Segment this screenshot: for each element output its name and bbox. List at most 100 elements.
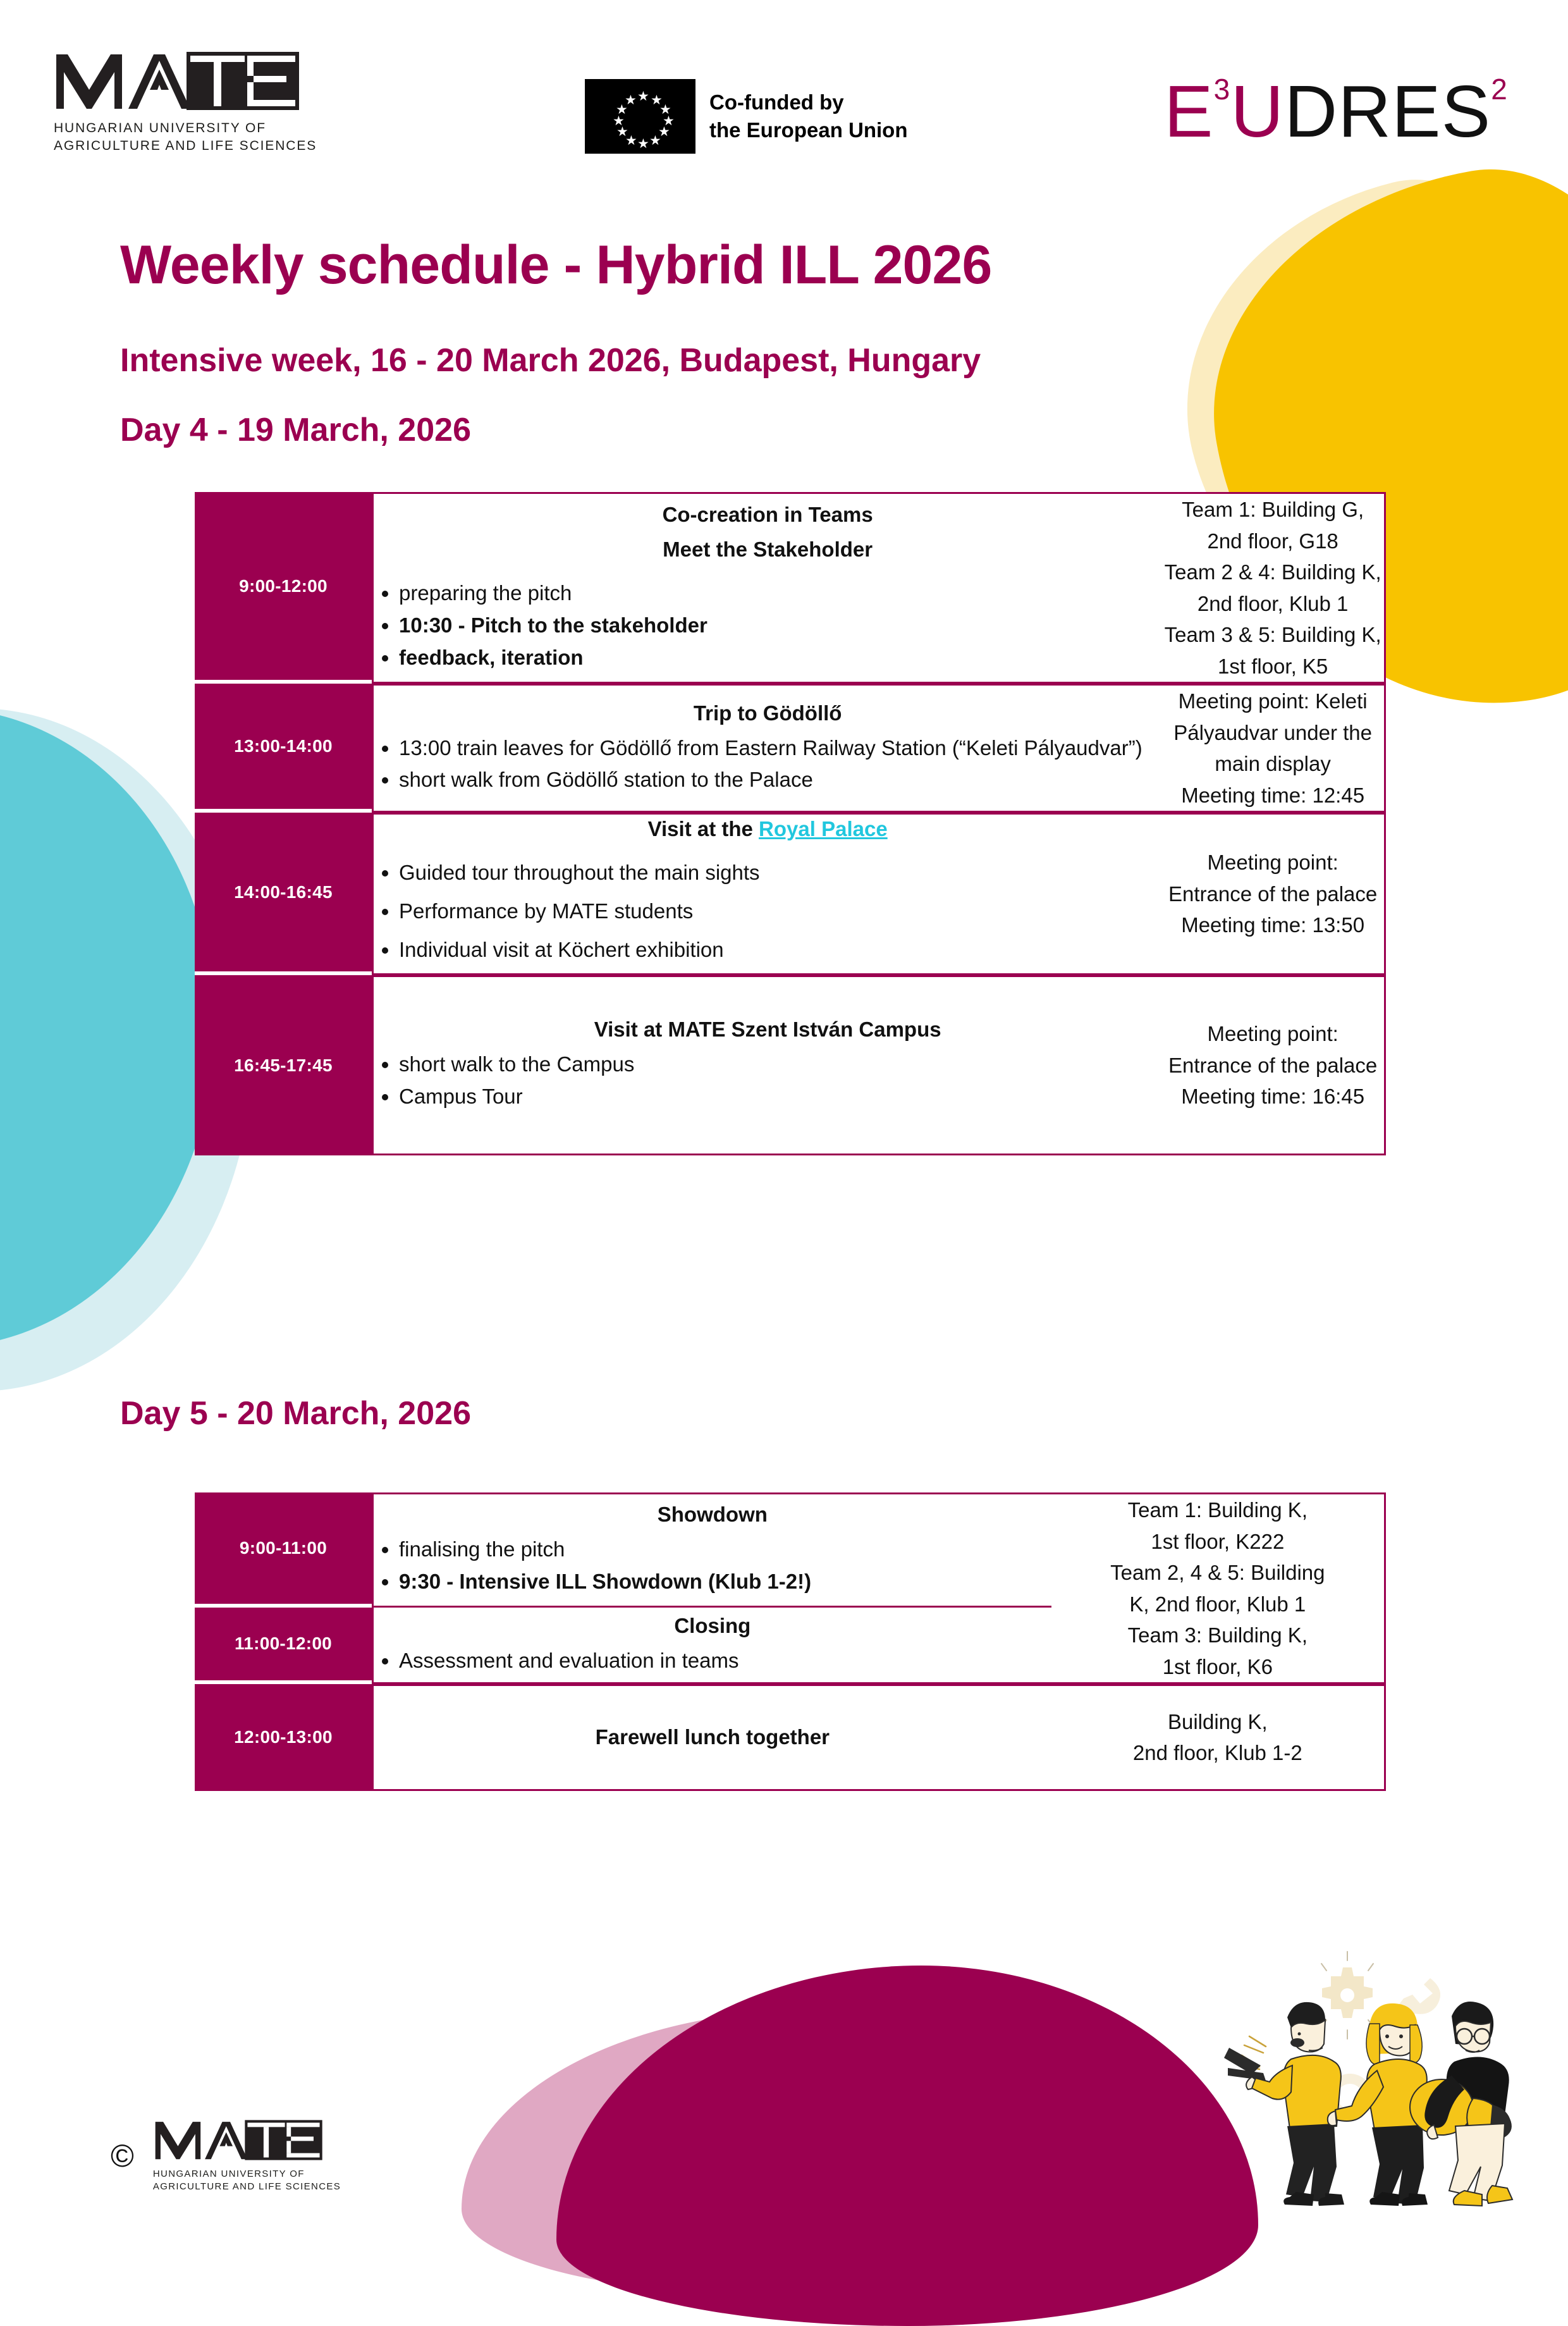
list-item: Assessment and evaluation in teams	[399, 1646, 1051, 1676]
location-line: Meeting time: 12:45	[1181, 783, 1365, 807]
day5-heading: Day 5 - 20 March, 2026	[120, 1395, 471, 1432]
table-row: 9:00-12:00 Co-creation in Teams Meet the…	[195, 492, 1386, 684]
time-cell: 12:00-13:00	[195, 1684, 372, 1791]
magenta-blob	[556, 1966, 1258, 2326]
mate-logo: HUNGARIAN UNIVERSITY OF AGRICULTURE AND …	[54, 51, 317, 156]
detail-cell: Visit at MATE Szent István Campus short …	[372, 975, 1162, 1156]
table-row: 9:00-11:00 Showdown finalising the pitch…	[195, 1492, 1386, 1684]
list-item: 13:00 train leaves for Gödöllő from East…	[399, 734, 1161, 763]
location-line: Meeting time: 13:50	[1181, 913, 1365, 937]
list-item: short walk to the Campus	[399, 1050, 1161, 1080]
activity-title: Visit at MATE Szent István Campus	[594, 1018, 941, 1042]
activity-title: Trip to Gödöllő	[693, 701, 842, 725]
footer-logo-group: © HUNGARIAN UNIVERSITY OF AGRICULTURE AN…	[111, 2119, 341, 2194]
mate-logo-line1: HUNGARIAN UNIVERSITY OF	[54, 121, 266, 135]
mate-logo-line2: AGRICULTURE AND LIFE SCIENCES	[152, 2181, 341, 2192]
time-cell: 16:45-17:45	[195, 975, 372, 1156]
location-line: Meeting point:	[1207, 851, 1338, 875]
location-line: Entrance of the palace	[1168, 1053, 1378, 1077]
eudres-logo: E 3 U DRES 2	[1164, 75, 1508, 148]
activity-title: Showdown	[657, 1503, 768, 1527]
list-item: finalising the pitch	[399, 1535, 1051, 1565]
eudres-u: U	[1230, 70, 1285, 152]
detail-cell: Showdown finalising the pitch 9:30 - Int…	[372, 1492, 1051, 1608]
person-with-laptop	[1224, 2002, 1344, 2206]
list-item: Individual visit at Köchert exhibition	[399, 935, 1161, 965]
eudres-dres-superscript: 2	[1491, 73, 1508, 106]
location-cell: Team 1: Building G, 2nd floor, G18 Team …	[1161, 492, 1386, 684]
list-item: 10:30 - Pitch to the stakeholder	[399, 611, 1161, 641]
page-subtitle: Intensive week, 16 - 20 March 2026, Buda…	[120, 342, 981, 379]
list-item: Performance by MATE students	[399, 897, 1161, 926]
activity-list: Assessment and evaluation in teams	[374, 1646, 1051, 1676]
page-title: Weekly schedule - Hybrid ILL 2026	[120, 235, 992, 295]
table-row: 16:45-17:45 Visit at MATE Szent István C…	[195, 975, 1386, 1156]
location-line: Meeting point: Keleti	[1178, 689, 1368, 713]
activity-list: 13:00 train leaves for Gödöllő from East…	[374, 734, 1161, 796]
activity-title-prefix: Visit at the	[647, 817, 759, 840]
activity-subtitle: Meet the Stakeholder	[663, 538, 873, 562]
teal-blob	[0, 708, 215, 1347]
table-row: 14:00-16:45 Visit at the Royal Palace Gu…	[195, 813, 1386, 976]
location-line: Team 3: Building K,	[1127, 1623, 1308, 1647]
gear-icon	[1322, 1967, 1373, 2018]
location-cell: Meeting point: Keleti Pályaudvar under t…	[1161, 684, 1386, 813]
activity-list: Guided tour throughout the main sights P…	[374, 858, 1161, 965]
location-line: Team 1: Building K,	[1127, 1498, 1308, 1522]
list-item: Campus Tour	[399, 1082, 1161, 1112]
activity-list: preparing the pitch 10:30 - Pitch to the…	[374, 579, 1161, 673]
mate-logo-footer: HUNGARIAN UNIVERSITY OF AGRICULTURE AND …	[153, 2119, 341, 2194]
page-header: HUNGARIAN UNIVERSITY OF AGRICULTURE AND …	[0, 0, 1568, 190]
location-line: Team 2, 4 & 5: Building	[1110, 1561, 1325, 1584]
schedule-table-day4: 9:00-12:00 Co-creation in Teams Meet the…	[195, 492, 1386, 1156]
list-item: feedback, iteration	[399, 643, 1161, 673]
mate-logo-line2: AGRICULTURE AND LIFE SCIENCES	[54, 138, 317, 154]
location-line: Team 3 & 5: Building K,	[1164, 623, 1381, 646]
time-cell: 13:00-14:00	[195, 684, 372, 813]
location-line: Pályaudvar under the	[1173, 720, 1372, 744]
time-cell: 11:00-12:00	[195, 1607, 372, 1684]
list-item: preparing the pitch	[399, 579, 1161, 608]
location-line: 1st floor, K5	[1218, 654, 1328, 678]
mate-logo-line1: HUNGARIAN UNIVERSITY OF	[152, 2168, 305, 2179]
day4-heading: Day 4 - 19 March, 2026	[120, 412, 471, 448]
activity-list: finalising the pitch 9:30 - Intensive IL…	[374, 1535, 1051, 1597]
eudres-e: E	[1164, 70, 1214, 152]
detail-cell: Co-creation in Teams Meet the Stakeholde…	[372, 492, 1162, 684]
mate-wordmark-icon	[56, 52, 299, 110]
table-row: 13:00-14:00 Trip to Gödöllő 13:00 train …	[195, 684, 1386, 813]
table-row: 12:00-13:00 Farewell lunch together Buil…	[195, 1684, 1386, 1791]
location-cell: Meeting point: Entrance of the palace Me…	[1161, 813, 1386, 976]
person-with-lightbulb	[1409, 2001, 1514, 2207]
activity-title: Visit at the Royal Palace	[374, 815, 1161, 844]
eu-cofunded-logo: ★ ★ ★ ★ ★ ★ ★ ★ ★ ★ ★ ★ Co-funded by the…	[585, 79, 908, 154]
location-line: 1st floor, K6	[1162, 1654, 1273, 1678]
location-line: Entrance of the palace	[1168, 882, 1378, 906]
royal-palace-link[interactable]: Royal Palace	[759, 817, 888, 840]
time-cell: 9:00-11:00	[195, 1492, 372, 1608]
table-row: 11:00-12:00 Closing Assessment and evalu…	[195, 1607, 1386, 1684]
location-cell: Team 1: Building K, 1st floor, K222 Team…	[1051, 1492, 1386, 1684]
copyright-symbol: ©	[111, 2138, 134, 2174]
activity-title: Co-creation in Teams	[662, 503, 873, 527]
location-line: Meeting point:	[1207, 1022, 1338, 1046]
location-line: 2nd floor, G18	[1207, 529, 1338, 553]
location-line: main display	[1215, 752, 1331, 775]
location-cell: Meeting point: Entrance of the palace Me…	[1161, 975, 1386, 1156]
mate-wordmark-icon	[155, 2119, 322, 2160]
eu-cofunded-label: Co-funded by the European Union	[709, 90, 908, 142]
list-item: short walk from Gödöllő station to the P…	[399, 765, 1161, 795]
detail-cell: Closing Assessment and evaluation in tea…	[372, 1607, 1051, 1684]
location-line: K, 2nd floor, Klub 1	[1129, 1592, 1306, 1616]
activity-title: Farewell lunch together	[595, 1725, 830, 1749]
three-people-walking-illustration	[1224, 1951, 1514, 2207]
location-line: Building K,	[1167, 1709, 1268, 1733]
eu-flag-icon: ★ ★ ★ ★ ★ ★ ★ ★ ★ ★ ★ ★	[585, 79, 695, 154]
location-line: 2nd floor, Klub 1	[1197, 591, 1349, 615]
time-cell: 14:00-16:45	[195, 813, 372, 976]
detail-cell: Trip to Gödöllő 13:00 train leaves for G…	[372, 684, 1162, 813]
pink-blob-light	[462, 2010, 1069, 2294]
time-cell: 9:00-12:00	[195, 492, 372, 684]
location-line: Meeting time: 16:45	[1181, 1085, 1365, 1109]
location-line: Team 2 & 4: Building K,	[1164, 560, 1381, 584]
